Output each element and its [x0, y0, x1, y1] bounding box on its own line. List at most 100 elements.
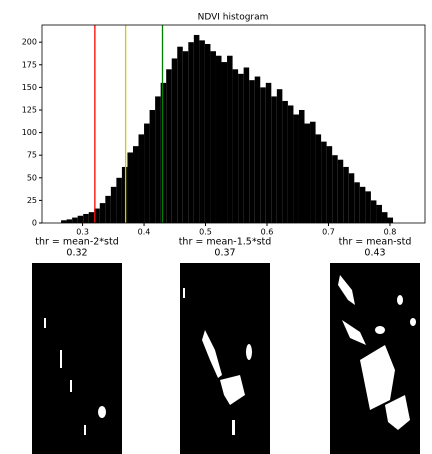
bar [105, 195, 111, 223]
bar [243, 67, 250, 223]
bar [376, 204, 382, 223]
y-tick-label: 0 [32, 219, 37, 228]
bar [293, 114, 299, 223]
y-tick-label: 200 [22, 38, 37, 47]
mask-region [84, 425, 86, 435]
bar [177, 46, 183, 223]
x-tick-label: 0.7 [322, 228, 335, 237]
bar [381, 212, 388, 223]
bar [188, 42, 194, 223]
panel-threshold: 0.37 [214, 248, 235, 259]
bar [77, 215, 84, 223]
bar [276, 89, 283, 224]
mask-region [410, 318, 416, 326]
bar [354, 182, 360, 223]
bar [359, 186, 366, 223]
mask-region [385, 395, 410, 430]
bar [72, 217, 78, 223]
mask-region [375, 326, 385, 334]
bar [365, 191, 371, 223]
bar [221, 62, 228, 223]
bar [348, 173, 355, 223]
y-tick-label: 175 [22, 60, 37, 69]
bar [61, 220, 67, 223]
panel-threshold: 0.32 [66, 248, 87, 259]
y-tick-label: 25 [27, 196, 37, 205]
x-tick-label: 0.5 [199, 228, 212, 237]
bar [304, 123, 311, 223]
bar [260, 87, 266, 223]
y-tick-label: 75 [27, 151, 37, 160]
bar [321, 141, 327, 223]
mask-region [60, 350, 62, 368]
bar [370, 200, 377, 223]
bar [249, 80, 255, 223]
mask-panel [330, 263, 420, 454]
bar [132, 146, 139, 223]
bar [149, 109, 156, 223]
mask-region [342, 320, 366, 345]
bar [204, 43, 211, 224]
bar [144, 123, 150, 223]
mask-region [44, 318, 46, 328]
bar [88, 212, 95, 223]
x-tick-label: 0.8 [384, 228, 397, 237]
bar [298, 109, 305, 223]
bar [155, 96, 161, 223]
bar [387, 217, 394, 223]
mask-region [70, 380, 72, 392]
bar [166, 69, 172, 224]
bar [66, 219, 73, 223]
plot-frame [41, 24, 426, 224]
y-tick-label: 125 [22, 105, 37, 114]
bar [265, 82, 272, 224]
panel-title: thr = mean-1.5*std [179, 237, 272, 248]
bar [110, 186, 117, 223]
bar [182, 51, 189, 223]
bar [337, 159, 344, 223]
mask-region [220, 375, 245, 405]
bar [99, 203, 106, 223]
mask-region [98, 406, 106, 418]
bar [254, 76, 261, 224]
bar [160, 82, 167, 224]
bar [343, 166, 349, 223]
mask-panel [32, 263, 122, 454]
bar [116, 177, 122, 223]
mask-image [32, 263, 122, 454]
bar [326, 146, 333, 223]
y-tick-label: 50 [27, 173, 37, 182]
bar [215, 55, 222, 223]
bar [232, 69, 239, 224]
bar [138, 134, 145, 223]
bar [287, 105, 294, 223]
chart-title: NDVI histogram [198, 13, 269, 23]
bar [315, 134, 322, 223]
bar [227, 55, 233, 223]
bar [238, 73, 244, 223]
mask-panel [180, 263, 270, 454]
mask-region [360, 345, 395, 410]
mask-region [232, 420, 235, 435]
mask-region [202, 330, 222, 378]
x-tick-label: 0.3 [76, 228, 89, 237]
y-tick-label: 100 [22, 128, 37, 137]
bar [310, 121, 316, 223]
mask-region [183, 288, 185, 298]
bar [193, 34, 200, 223]
bar [210, 51, 216, 223]
mask-region [246, 344, 252, 360]
panel-title: thr = mean-2*std [35, 237, 119, 248]
bar [332, 155, 338, 223]
x-tick-label: 0.4 [138, 228, 151, 237]
panel-title: thr = mean-std [339, 237, 412, 248]
bar [127, 152, 133, 223]
bar [83, 213, 89, 223]
x-tick-label: 0.6 [261, 228, 274, 237]
bar [271, 96, 277, 223]
mask-region [397, 295, 403, 305]
bar [199, 40, 205, 224]
bar [121, 166, 128, 223]
bar [94, 208, 100, 223]
bar [282, 100, 288, 223]
